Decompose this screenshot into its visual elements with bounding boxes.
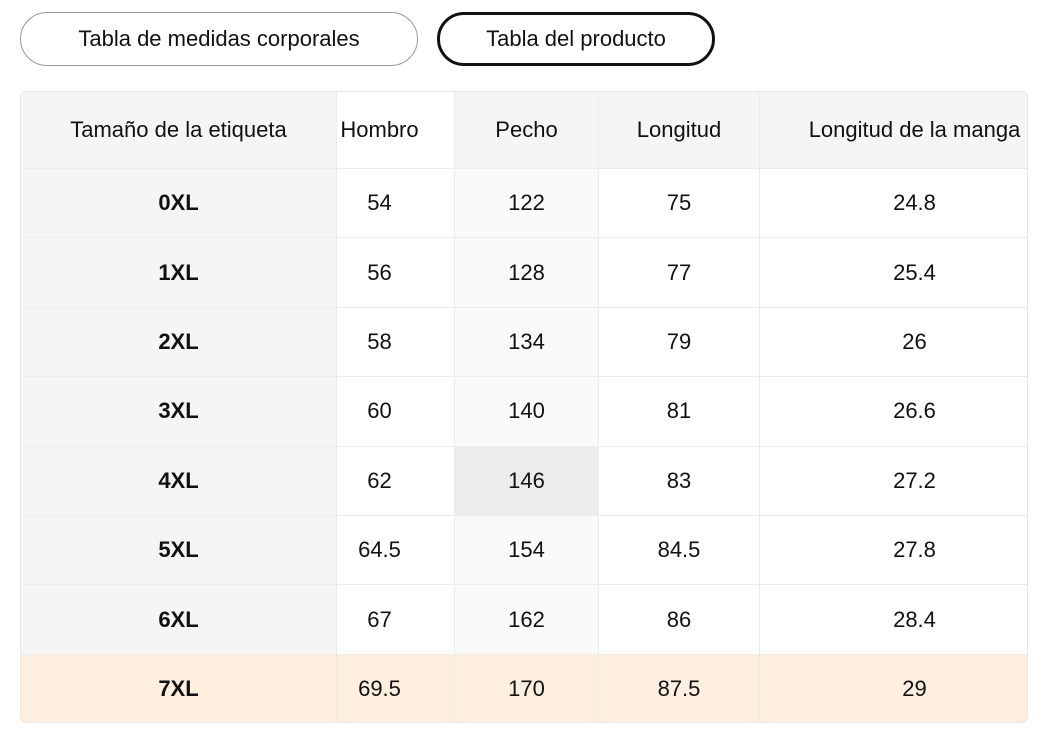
measure-cell: 25.4: [760, 238, 1027, 308]
header-cell: Longitud de la manga: [760, 92, 1027, 169]
header-cell: Longitud: [599, 92, 760, 169]
measure-cell: 86: [599, 585, 760, 655]
measure-cell: 27.8: [760, 516, 1027, 586]
measure-cell: 62: [337, 446, 455, 516]
measure-cell: 83: [599, 446, 760, 516]
header-cell: Pecho: [455, 92, 599, 169]
measure-cell: 58: [337, 307, 455, 378]
measure-cell: 26: [760, 307, 1027, 378]
measure-cell: 170: [455, 654, 599, 722]
measure-cell: 146: [455, 446, 599, 516]
size-label: 5XL: [21, 516, 337, 586]
measure-cell: 56: [337, 238, 455, 308]
size-label: 0XL: [21, 169, 337, 239]
size-table: Tamaño de la etiqueta 0XL 1XL 2XL 3XL 4XL 5XL 6…: [20, 91, 1028, 723]
measure-cell: 60: [337, 377, 455, 447]
size-label: 2XL: [21, 307, 337, 378]
size-label: 4XL: [21, 446, 337, 516]
measure-cell: 162: [455, 585, 599, 655]
measure-cell: 77: [599, 238, 760, 308]
measure-cell: 128: [455, 238, 599, 308]
measure-cell: 24.8: [760, 169, 1027, 239]
measure-cell: 154: [455, 516, 599, 586]
tab-body-measurements[interactable]: Tabla de medidas corporales: [20, 12, 418, 66]
measure-cell: 84.5: [599, 516, 760, 586]
header-cell: Hombro: [337, 92, 455, 169]
measure-cell: 26.6: [760, 377, 1027, 447]
measure-cell: 140: [455, 377, 599, 447]
tab-product[interactable]: Tabla del producto: [437, 12, 715, 66]
measure-cell: 29: [760, 654, 1027, 722]
measure-cell: 69.5: [337, 654, 455, 722]
measure-cell: 64.5: [337, 516, 455, 586]
measure-cell: 81: [599, 377, 760, 447]
measure-cell: 67: [337, 585, 455, 655]
measure-cell: 75: [599, 169, 760, 239]
measure-cell: 27.2: [760, 446, 1027, 516]
size-label: 6XL: [21, 585, 337, 655]
size-label: 3XL: [21, 377, 337, 447]
measure-cell: 54: [337, 169, 455, 239]
measure-cell: 134: [455, 307, 599, 378]
scroll-area[interactable]: Hombro Pecho Longitud Longitud de la manga 5…: [337, 92, 1027, 722]
measure-cell: 87.5: [599, 654, 760, 722]
measure-cell: 122: [455, 169, 599, 239]
size-label: 7XL: [21, 654, 337, 722]
header-cell: Tamaño de la etiqueta: [21, 92, 337, 169]
measure-cell: 28.4: [760, 585, 1027, 655]
measure-cell: 79: [599, 307, 760, 378]
size-label: 1XL: [21, 238, 337, 308]
